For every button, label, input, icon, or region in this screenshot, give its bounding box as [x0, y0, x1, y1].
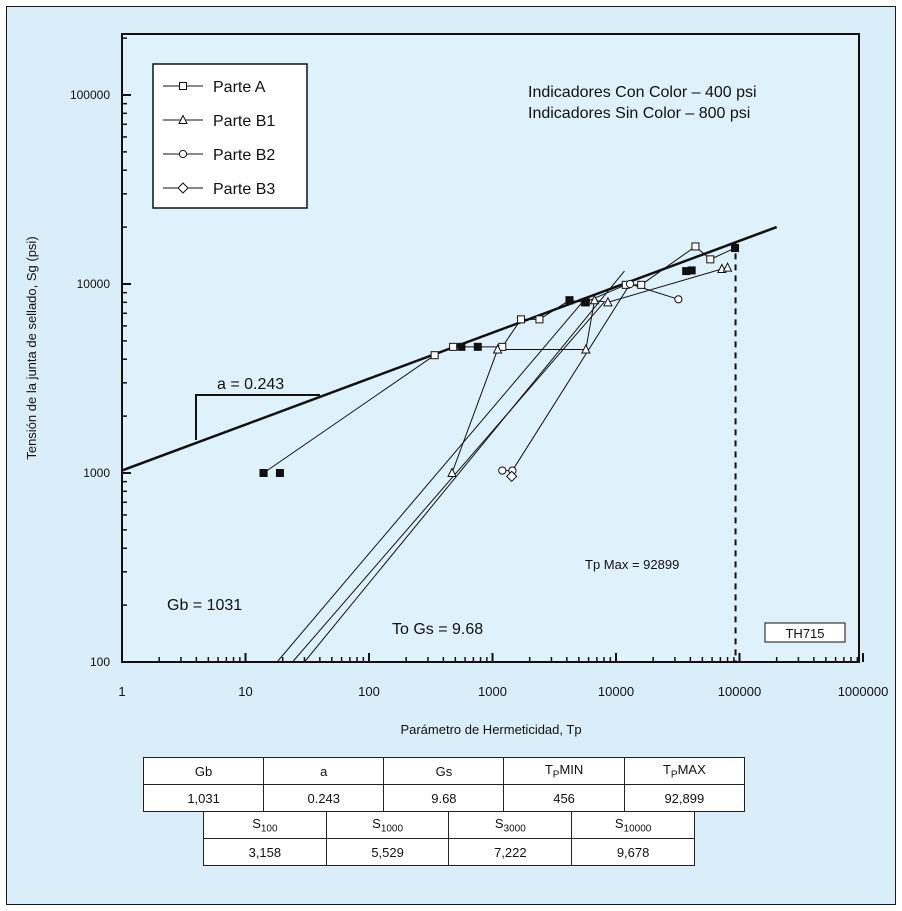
x-tick-label: 100000: [718, 684, 761, 699]
legend-box: [152, 63, 308, 209]
stress-table: S100 S1000 S3000 S10000 3,158 5,529 7,222 9,67…: [203, 811, 695, 866]
data-point-filled-square: [473, 342, 482, 351]
data-point-circle: [498, 466, 507, 475]
stress-table-value-cell: 3,158: [203, 838, 327, 866]
legend-label: Parte B3: [213, 181, 275, 198]
data-point-circle: [625, 279, 635, 289]
stress-table-value-cell: 9,678: [571, 838, 695, 866]
legend-marker-square: [179, 82, 187, 90]
parameters-table-value-cell: 9.68: [383, 784, 505, 812]
stress-table-value-cell: 7,222: [448, 838, 573, 866]
data-point-diamond: [505, 470, 518, 483]
y-tick-label: 100000: [70, 88, 110, 102]
parameters-table-header-cell: Gb: [142, 757, 265, 785]
parameters-table-value-cell: 1,031: [142, 784, 265, 812]
x-tick-label: 100: [358, 684, 380, 699]
data-point-triangle: [492, 343, 503, 354]
stress-table-header-cell: S3000: [448, 811, 573, 839]
parameters-table-header-row: Gb a Gs TPMIN TPMAX: [142, 757, 746, 785]
gs-reference-line: [304, 270, 625, 663]
data-point-triangle: [447, 467, 457, 477]
slope-triangle: [195, 394, 320, 440]
data-point-filled-square: [259, 469, 268, 477]
parameters-table-value-cell: 92,899: [623, 784, 746, 812]
tag-label: TH715: [785, 626, 824, 641]
stress-table-value-cell: 5,529: [325, 838, 450, 866]
data-point-filled-square: [731, 244, 740, 253]
parameters-table-value-cell: 456: [503, 784, 625, 812]
legend-label: Parte B1: [213, 113, 275, 130]
parameters-table-header-cell: a: [263, 757, 385, 785]
x-tick-label: 1000: [478, 684, 507, 699]
info-line-1: Indicadores Con Color – 400 psi: [528, 84, 757, 101]
legend-label: Parte A: [213, 79, 266, 96]
data-point-filled-square: [565, 296, 574, 305]
legend-marker-diamond: [177, 182, 189, 194]
data-point-circle: [674, 295, 683, 304]
data-point-square: [430, 351, 439, 360]
slope-label: a = 0.243: [217, 376, 284, 393]
y-tick-label: 100: [90, 655, 110, 669]
data-point-filled-square: [275, 469, 284, 477]
stress-table-header-row: S100 S1000 S3000 S10000: [203, 811, 695, 839]
data-point-filled-square: [457, 342, 466, 351]
y-tick-label: 10000: [77, 277, 111, 291]
stress-table-header-cell: S10000: [571, 811, 695, 839]
data-point-filled-square: [581, 298, 590, 307]
parameters-table: Gb a Gs TPMIN TPMAX 1,031 0.243 9.68 456 92,899: [142, 757, 746, 812]
x-axis-title: Parámetro de Hermeticidad, Tp: [400, 722, 581, 737]
gs-reference-line: [276, 299, 585, 663]
legend: Parte A Parte B1 Parte B2 Parte B3: [152, 63, 308, 209]
data-point-square: [637, 280, 646, 289]
gs-label: To Gs = 9.68: [392, 621, 483, 638]
legend-marker-triangle: [178, 114, 188, 124]
parameters-table-header-cell: Gs: [383, 757, 505, 785]
x-tick-label: 10000: [598, 684, 634, 699]
tag-box: [764, 622, 846, 643]
gs-reference-line: [292, 301, 605, 663]
y-axis-title: Tensión de la junta de sellado, Sg (psi): [24, 236, 39, 459]
x-tick-label: 1000000: [838, 684, 889, 699]
data-point-triangle: [581, 343, 591, 354]
data-point-triangle: [603, 296, 613, 307]
gb-label: Gb = 1031: [167, 597, 242, 614]
parameters-table-header-cell: TPMIN: [503, 757, 625, 785]
parameters-table-header-cell: TPMAX: [623, 757, 746, 785]
data-point-square: [691, 242, 700, 251]
x-tick-label: 1: [118, 684, 125, 699]
stress-table-value-row: 3,158 5,529 7,222 9,678: [203, 838, 695, 866]
data-point-square: [706, 255, 715, 264]
tpmax-label: Tp Max = 92899: [585, 557, 679, 572]
legend-label: Parte B2: [213, 147, 275, 164]
stress-table-header-cell: S1000: [325, 811, 450, 839]
series-line: [502, 283, 679, 472]
data-point-square: [449, 342, 458, 351]
data-point-filled-square: [687, 266, 696, 275]
parameters-table-value-row: 1,031 0.243 9.68 456 92,899: [142, 784, 746, 812]
legend-marker-circle: [178, 149, 188, 159]
x-tick-label: 10: [238, 684, 252, 699]
y-tick-label: 1000: [83, 466, 110, 480]
parameters-table-value-cell: 0.243: [263, 784, 385, 812]
info-line-2: Indicadores Sin Color – 800 psi: [528, 105, 750, 122]
data-point-square: [535, 315, 544, 324]
data-point-square: [516, 315, 525, 324]
data-point-triangle: [589, 294, 600, 305]
stress-table-header-cell: S100: [203, 811, 327, 839]
data-point-triangle: [722, 262, 733, 272]
